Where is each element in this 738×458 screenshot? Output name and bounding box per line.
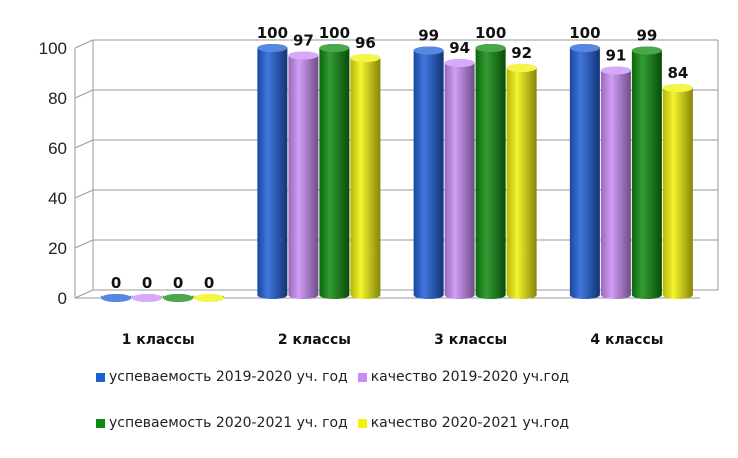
legend-label: качество 2019-2020 уч.год bbox=[370, 369, 570, 385]
legend-swatch bbox=[357, 418, 367, 428]
legend-item: качество 2020-2021 уч.год bbox=[357, 415, 570, 431]
bar bbox=[475, 44, 506, 299]
y-tick-label: 60 bbox=[48, 139, 67, 158]
bar-top bbox=[413, 46, 444, 55]
chart-root: 0 20 40 60 80 100 0 0 0 0 100 97 100 96 99 94 100 92 100 9… bbox=[39, 24, 719, 431]
bar-top bbox=[257, 44, 288, 52]
bar-top bbox=[506, 64, 537, 72]
data-label: 0 bbox=[142, 274, 152, 292]
legend-row: успеваемость 2020-2021 уч. год качество … bbox=[96, 412, 696, 434]
y-tick-label: 100 bbox=[39, 39, 67, 58]
gridlines bbox=[74, 39, 719, 299]
legend-row: успеваемость 2019-2020 уч. год качество … bbox=[96, 366, 696, 388]
data-label: 100 bbox=[319, 24, 350, 42]
legend-swatch bbox=[96, 418, 105, 428]
bar-top bbox=[600, 66, 631, 75]
data-label: 100 bbox=[569, 24, 600, 42]
legend-swatch bbox=[96, 372, 105, 382]
bar bbox=[350, 54, 381, 299]
bar-top bbox=[194, 294, 225, 302]
data-label: 94 bbox=[449, 39, 470, 57]
bar-top bbox=[319, 44, 350, 52]
bar-top bbox=[631, 46, 662, 55]
bar bbox=[413, 46, 444, 299]
legend-label: успеваемость 2019-2020 уч. год bbox=[109, 369, 348, 385]
bar bbox=[631, 46, 662, 299]
bar-top bbox=[350, 54, 381, 62]
bar bbox=[257, 44, 288, 299]
bar-chart: 0 20 40 60 80 100 0 0 0 0 100 97 100 96 99 94 100 92 100 9… bbox=[39, 24, 719, 348]
y-tick-label: 80 bbox=[48, 89, 67, 108]
bar bbox=[569, 44, 600, 299]
legend-label: успеваемость 2020-2021 уч. год bbox=[109, 415, 348, 431]
legend: успеваемость 2019-2020 уч. год качество … bbox=[96, 366, 696, 458]
data-label: 92 bbox=[511, 44, 532, 62]
x-tick-label: 4 классы bbox=[590, 332, 663, 348]
bar bbox=[506, 64, 537, 299]
data-label: 99 bbox=[418, 27, 439, 45]
bar-top bbox=[101, 294, 132, 302]
bar bbox=[288, 51, 319, 299]
legend-swatch bbox=[357, 372, 367, 382]
bars bbox=[101, 44, 693, 302]
bar bbox=[662, 84, 693, 299]
data-label: 100 bbox=[257, 24, 288, 42]
bar bbox=[319, 44, 350, 299]
y-tick-label: 40 bbox=[48, 189, 67, 208]
data-label: 97 bbox=[293, 32, 314, 50]
bar bbox=[600, 66, 631, 299]
bar-top bbox=[662, 84, 693, 92]
data-label: 100 bbox=[475, 24, 506, 42]
data-label: 99 bbox=[636, 27, 657, 45]
legend-label: качество 2020-2021 уч.год bbox=[370, 415, 570, 431]
x-tick-label: 1 классы bbox=[122, 332, 195, 348]
bar-top bbox=[444, 59, 475, 67]
bar-top bbox=[163, 294, 194, 302]
bar-top bbox=[569, 44, 600, 52]
bar bbox=[444, 59, 475, 299]
data-label: 0 bbox=[111, 274, 121, 292]
data-label: 84 bbox=[667, 64, 688, 82]
data-labels: 0 0 0 0 100 97 100 96 99 94 100 92 100 91 99 84 bbox=[111, 24, 688, 292]
data-label: 91 bbox=[605, 47, 626, 65]
legend-item: успеваемость 2020-2021 уч. год bbox=[96, 415, 348, 431]
legend-item: качество 2019-2020 уч.год bbox=[357, 369, 570, 385]
legend-item: успеваемость 2019-2020 уч. год bbox=[96, 369, 348, 385]
y-tick-label: 20 bbox=[48, 239, 67, 258]
bar-top bbox=[132, 294, 163, 302]
x-tick-label: 2 классы bbox=[278, 332, 351, 348]
data-label: 96 bbox=[355, 34, 376, 52]
y-axis: 0 20 40 60 80 100 bbox=[39, 39, 67, 308]
y-tick-label: 0 bbox=[58, 289, 67, 308]
bar-top bbox=[288, 51, 319, 60]
data-label: 0 bbox=[204, 274, 214, 292]
data-label: 0 bbox=[173, 274, 183, 292]
bar-top bbox=[475, 44, 506, 52]
x-axis: 1 классы 2 классы 3 классы 4 классы bbox=[122, 332, 664, 348]
x-tick-label: 3 классы bbox=[434, 332, 507, 348]
